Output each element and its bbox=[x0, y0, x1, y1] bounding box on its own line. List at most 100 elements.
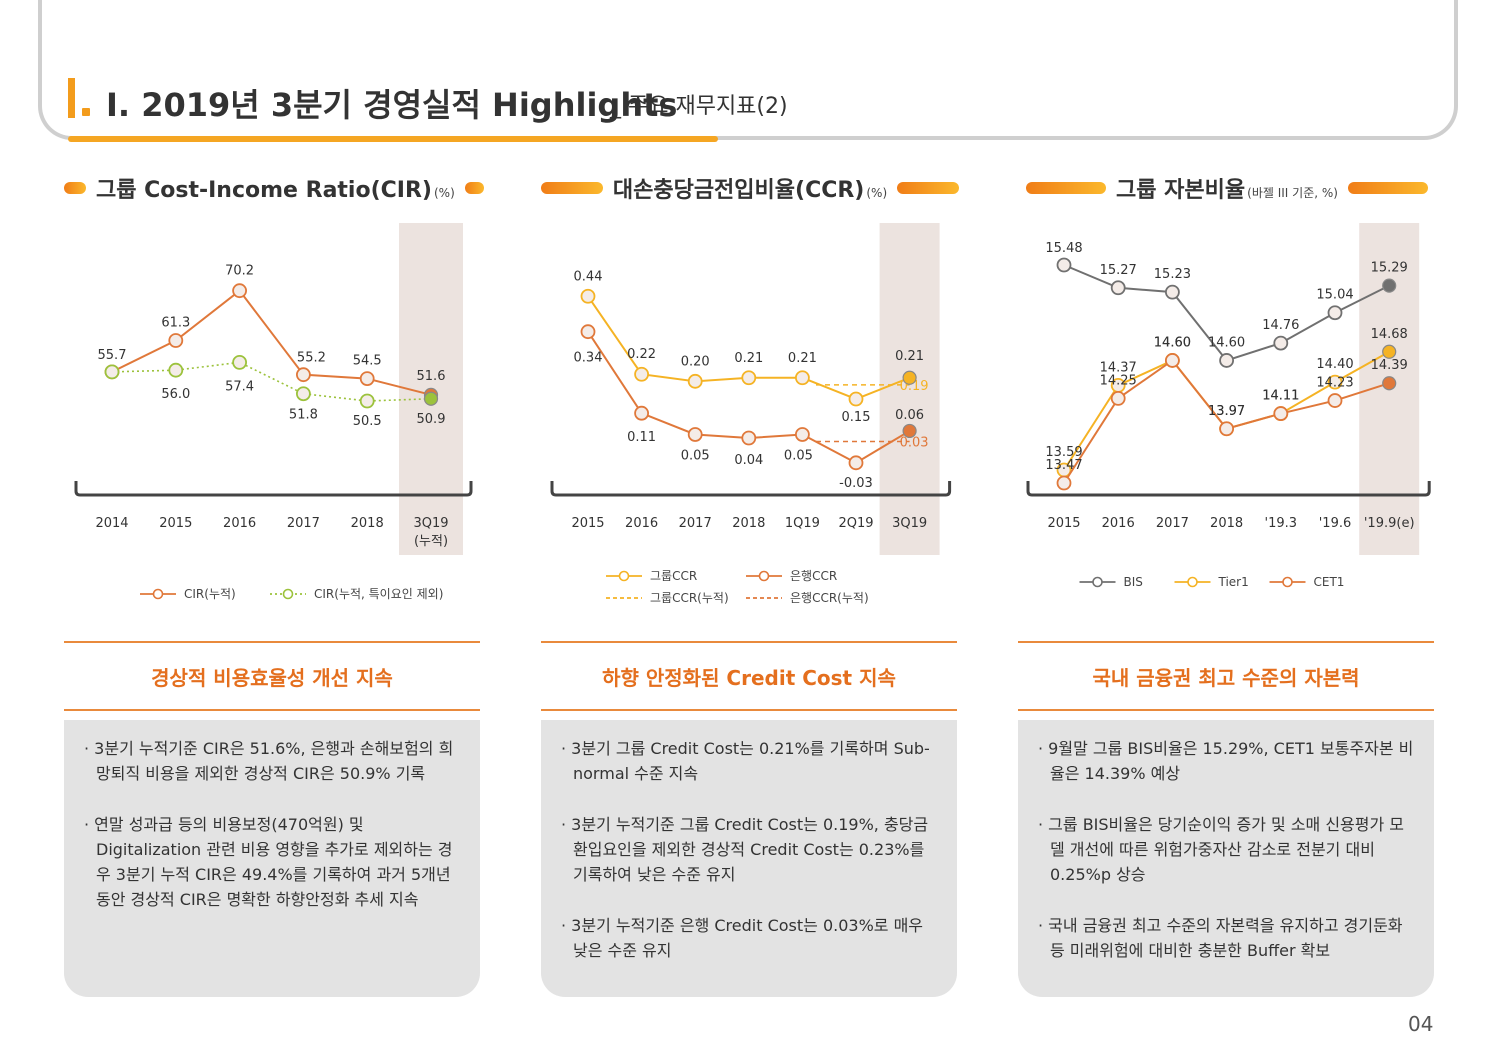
data-label: 15.29 bbox=[1371, 261, 1408, 276]
chart-svg: 2015 2016 2017 2018 1Q19 2Q19 3Q190.190.030.44… bbox=[550, 223, 952, 605]
section-title-cir: 그룹 Cost-Income Ratio(CIR) (%) bbox=[64, 170, 484, 206]
x-tick-label: 3Q19 bbox=[892, 516, 927, 531]
legend-marker bbox=[618, 570, 630, 582]
data-label: 55.2 bbox=[297, 351, 326, 366]
x-tick-label: 2016 bbox=[223, 516, 256, 531]
data-label: 51.8 bbox=[289, 408, 318, 423]
x-tick-label: 2015 bbox=[159, 516, 192, 531]
data-point bbox=[741, 370, 757, 386]
data-label: 14.68 bbox=[1371, 327, 1408, 342]
legend-marker bbox=[1187, 576, 1198, 588]
data-label: 50.5 bbox=[353, 414, 382, 429]
data-point bbox=[1273, 335, 1289, 351]
data-point bbox=[168, 333, 184, 348]
data-label: 61.3 bbox=[161, 316, 190, 331]
page-subtitle: _ 주요 재무지표(2) bbox=[610, 94, 788, 119]
ccr-chart: 2015 2016 2017 2018 1Q19 2Q19 3Q19 0.19 0.03 0.44… bbox=[536, 215, 956, 625]
axis-bracket bbox=[550, 481, 952, 497]
axis-bracket bbox=[74, 481, 473, 497]
x-tick-label: 2014 bbox=[95, 516, 128, 531]
legend-label: BIS bbox=[1124, 575, 1143, 589]
x-tick-label: 2018 bbox=[1210, 516, 1243, 531]
legend-label: 은행CCR(누적) bbox=[790, 590, 869, 605]
section-pill-right bbox=[897, 182, 960, 194]
data-point bbox=[634, 366, 649, 382]
data-label: 14.37 bbox=[1100, 360, 1137, 375]
data-label: 0.05 bbox=[681, 448, 710, 463]
page-number: 04 bbox=[1408, 1012, 1434, 1036]
legend-marker bbox=[1282, 576, 1293, 588]
capital-ratio-chart: 2015 2016 2017 2018 '19.3 '19.6 '19.9(e) 15.48 1… bbox=[1012, 215, 1432, 625]
data-label: 14.11 bbox=[1262, 389, 1299, 404]
x-tick-label: 2016 bbox=[625, 516, 658, 531]
data-label: 15.04 bbox=[1316, 288, 1353, 303]
data-point bbox=[1382, 376, 1397, 391]
x-tick-label: 2017 bbox=[679, 516, 712, 531]
data-point bbox=[232, 283, 248, 299]
legend-marker bbox=[152, 588, 164, 600]
data-label: 50.9 bbox=[417, 412, 446, 427]
bullet-text: · 그룹 BIS비율은 당기순이익 증가 및 소매 신용평가 모델 개선에 따른… bbox=[1038, 815, 1405, 884]
data-point bbox=[1382, 278, 1397, 293]
data-label: 0.05 bbox=[784, 448, 813, 463]
data-label: 56.0 bbox=[161, 387, 190, 402]
data-point bbox=[423, 391, 439, 406]
bullet-text: · 연말 성과급 등의 비용보정(470억원) 및 Digitalization… bbox=[84, 815, 453, 909]
header-accent-bar bbox=[68, 136, 718, 142]
data-label: 0.44 bbox=[574, 269, 603, 284]
data-label: 14.11 bbox=[1262, 389, 1299, 404]
legend-label: CET1 bbox=[1314, 575, 1345, 589]
data-label: 14.60 bbox=[1208, 335, 1245, 350]
legend-label: CIR(누적) bbox=[184, 587, 236, 601]
section-title-capital: 그룹 자본비율 (바젤 III 기준, %) bbox=[1017, 170, 1437, 206]
section-title-text: 대손충당금전입비율(CCR) (%) bbox=[612, 178, 888, 203]
legend-label: 은행CCR bbox=[790, 568, 837, 583]
chart-svg: 2015 2016 2017 2018 '19.3 '19.6 '19.9(e) 15.48 1… bbox=[1026, 223, 1431, 589]
data-label: 70.2 bbox=[225, 264, 254, 279]
data-point bbox=[687, 427, 703, 442]
section-title-ccr: 대손충당금전입비율(CCR) (%) bbox=[540, 170, 960, 206]
legend-label: 그룹CCR(누적) bbox=[650, 591, 729, 605]
data-point bbox=[580, 288, 596, 304]
highlight-band bbox=[879, 223, 940, 555]
bullet-box-capital: · 9월말 그룹 BIS비율은 15.29%, CET1 보통주자본 비율은 1… bbox=[1018, 720, 1434, 997]
page-title: Ⅰ. 2019년 3분기 경영실적 Highlights bbox=[106, 86, 678, 124]
x-tick-label: '19.3 bbox=[1265, 516, 1298, 531]
data-label: 0.21 bbox=[895, 349, 924, 364]
section-pill-right bbox=[464, 182, 484, 194]
data-point bbox=[741, 430, 757, 446]
x-tick-label: '19.6 bbox=[1319, 516, 1352, 531]
data-label: 14.60 bbox=[1154, 335, 1191, 350]
data-label: 0.20 bbox=[681, 354, 710, 369]
bullet-box-ccr: · 3분기 그룹 Credit Cost는 0.21%를 기록하며 Sub-no… bbox=[541, 720, 957, 997]
section-pill-right bbox=[1347, 182, 1428, 194]
data-label: 15.27 bbox=[1100, 263, 1137, 278]
legend-label: Tier1 bbox=[1218, 575, 1249, 589]
data-point bbox=[1056, 475, 1072, 491]
data-point bbox=[104, 364, 120, 380]
bullet-text: · 국내 금융권 최고 수준의 자본력을 유지하고 경기둔화 등 미래위험에 대… bbox=[1038, 916, 1403, 960]
data-point bbox=[580, 324, 596, 340]
x-tick-label: 2015 bbox=[1047, 516, 1080, 531]
bullet-text: · 9월말 그룹 BIS비율은 15.29%, CET1 보통주자본 비율은 1… bbox=[1038, 739, 1414, 783]
x-tick-label: 2017 bbox=[1156, 516, 1189, 531]
data-label: 0.15 bbox=[842, 410, 871, 425]
x-tick-label: 2018 bbox=[351, 516, 384, 531]
title-marker bbox=[68, 78, 75, 118]
data-label: 13.97 bbox=[1208, 404, 1245, 419]
data-label: 0.21 bbox=[788, 351, 817, 366]
data-label: 54.5 bbox=[353, 354, 382, 369]
section-title-text: 그룹 자본비율 (바젤 III 기준, %) bbox=[1116, 178, 1338, 203]
data-label: 14.60 bbox=[1154, 335, 1191, 350]
data-label: 14.25 bbox=[1100, 373, 1137, 388]
x-tick-label: 2017 bbox=[287, 516, 320, 531]
section-pill-left bbox=[540, 182, 603, 194]
data-point bbox=[1273, 406, 1289, 421]
legend-marker bbox=[1092, 576, 1103, 588]
cir-chart: 2014 2015 2016 2017 2018 3Q19 (누적) 55.7 61.3 70.2… bbox=[60, 215, 480, 625]
data-label: 15.23 bbox=[1154, 267, 1191, 282]
series-line-cir-누적 bbox=[111, 289, 432, 396]
x-tick-label: 2016 bbox=[1102, 516, 1135, 531]
chart-svg: 2014 2015 2016 2017 2018 3Q19 (누적) 55.7 61.3 70.2… bbox=[74, 223, 473, 601]
data-label: 51.6 bbox=[417, 369, 446, 384]
